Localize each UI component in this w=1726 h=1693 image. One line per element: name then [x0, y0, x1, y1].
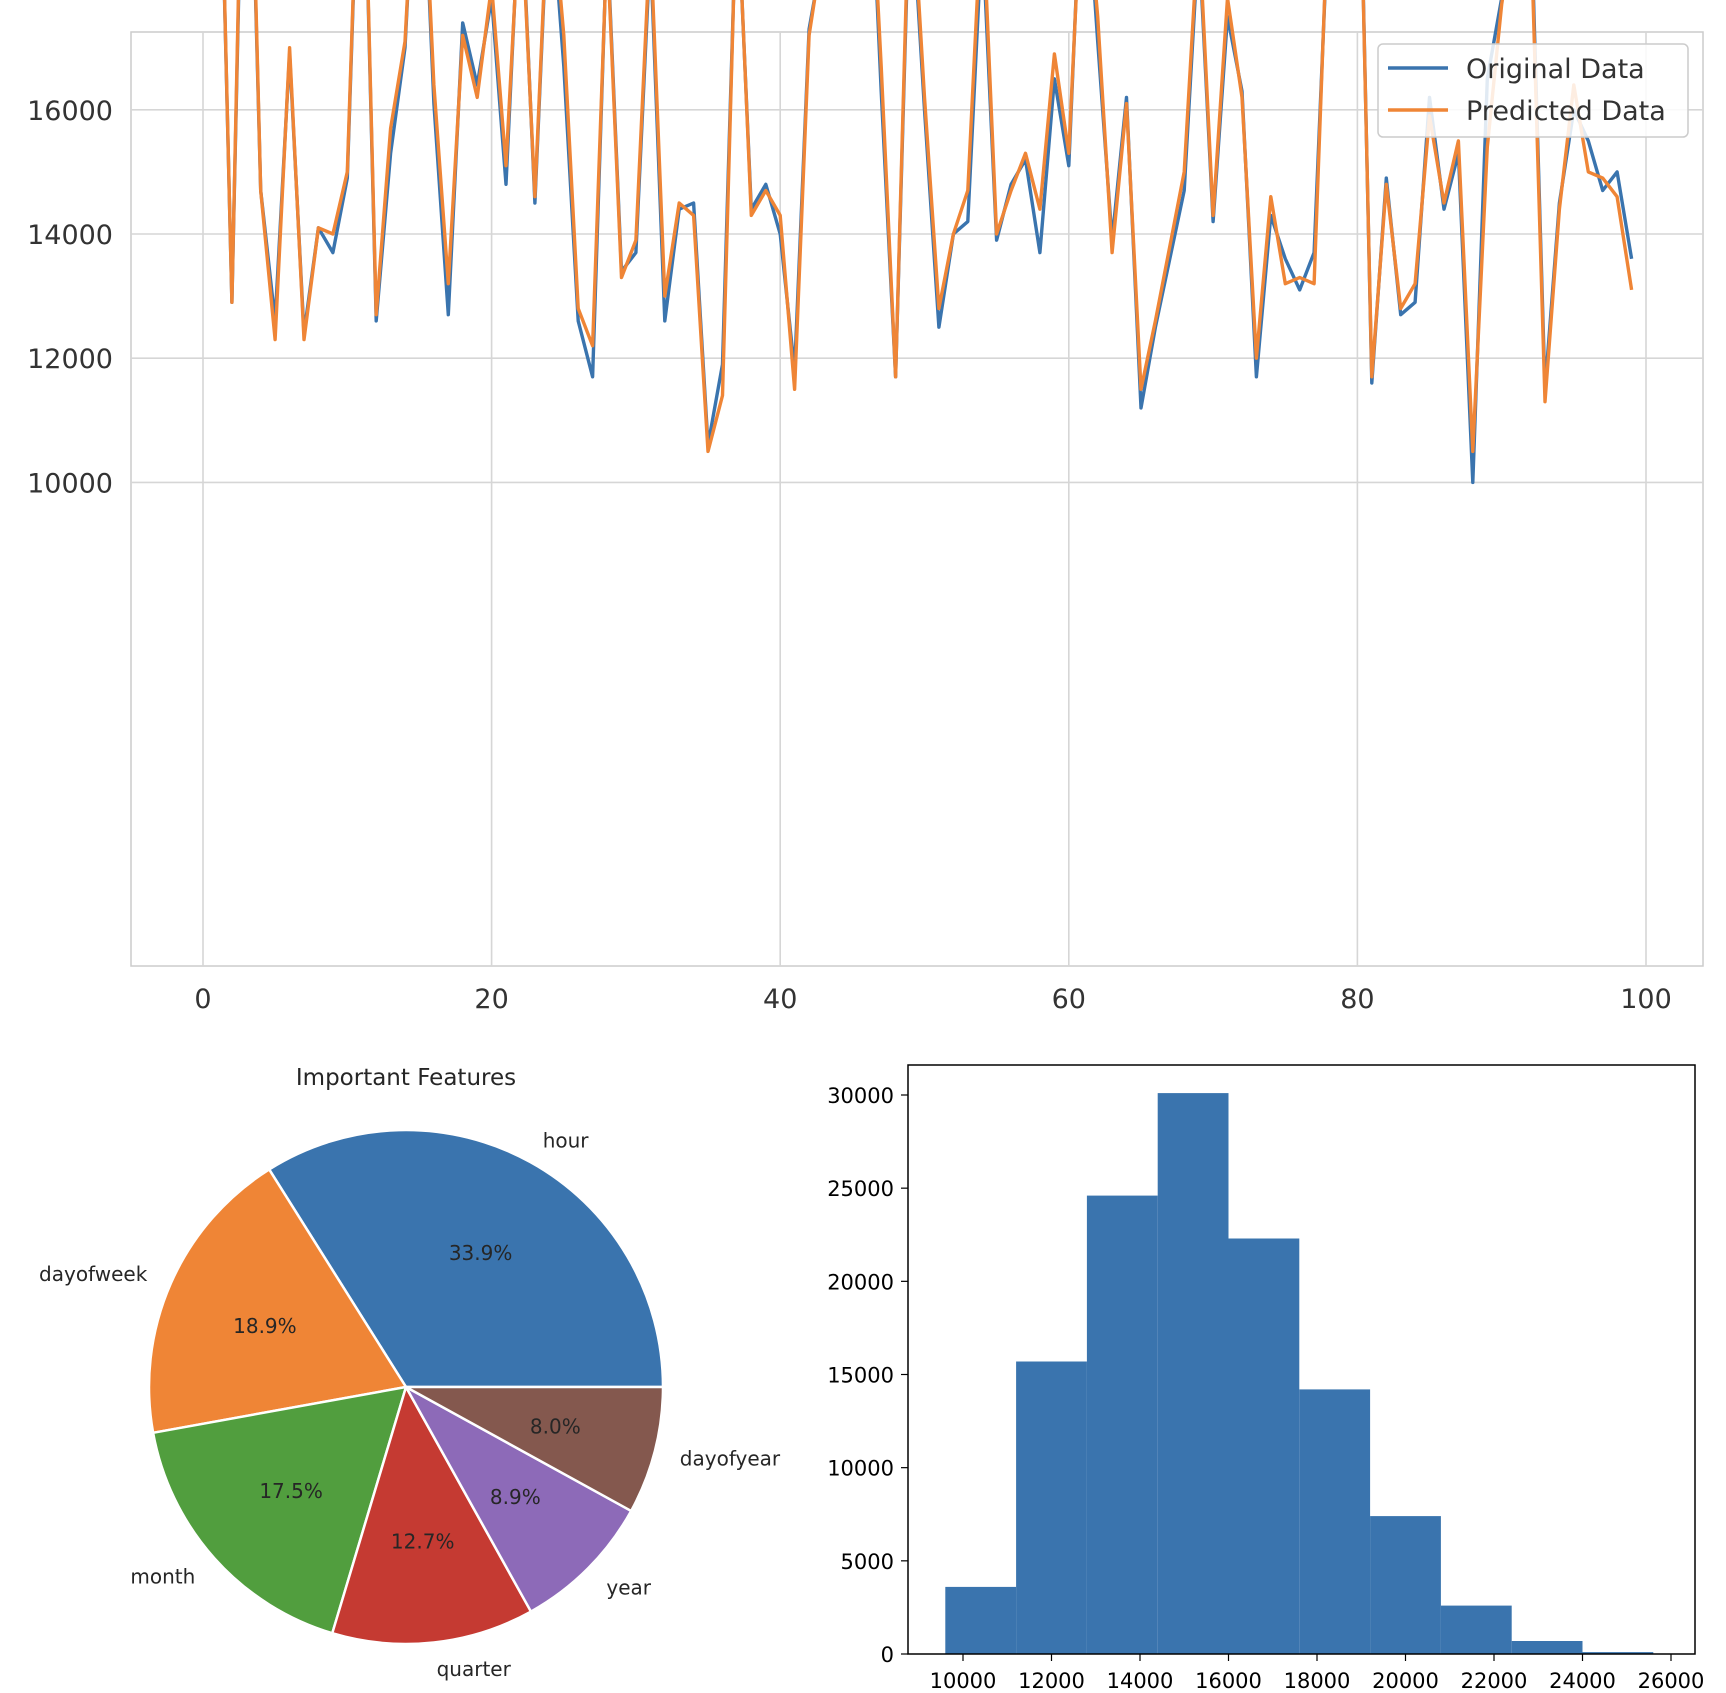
y-tick-label: 20000	[827, 1270, 894, 1294]
pie-title: Important Features	[296, 1065, 516, 1091]
histogram-bar	[945, 1586, 1017, 1654]
histogram-bar	[1157, 1093, 1229, 1654]
histogram-bar	[1440, 1605, 1512, 1654]
histogram-bar	[1299, 1389, 1371, 1654]
histogram-bar	[1086, 1195, 1158, 1654]
histogram-bar	[1511, 1641, 1583, 1654]
y-tick-label: 18000	[27, 0, 113, 3]
legend: Original Data Predicted Data	[1377, 43, 1689, 138]
y-tick-label: 25000	[827, 1177, 894, 1201]
pie-percent-label: 8.9%	[490, 1485, 541, 1509]
pie-slice-month	[151, 1385, 408, 1635]
pie-slice-year	[404, 1385, 633, 1613]
histogram-bar	[1228, 1238, 1300, 1654]
pie-percent-label: 12.7%	[391, 1529, 455, 1553]
y-tick-label: 14000	[27, 220, 113, 251]
y-tick-label: 12000	[27, 344, 113, 375]
histogram-bar	[1582, 1652, 1654, 1654]
y-tick-label: 30000	[827, 1084, 894, 1108]
y-tick-label: 10000	[27, 468, 113, 499]
pie-slice-dayofyear	[404, 1385, 665, 1513]
x-tick-label: 18000	[1284, 1669, 1351, 1693]
pie-percent-label: 33.9%	[449, 1241, 513, 1265]
x-tick-label: 24000	[1549, 1669, 1616, 1693]
y-tick-label: 5000	[841, 1550, 894, 1574]
y-tick-label: 10000	[827, 1457, 894, 1481]
histogram-frame	[907, 1064, 1696, 1655]
line-chart: 0204060801001000012000140001600018000200…	[27, 0, 1704, 1015]
legend-label: Original Data	[1466, 54, 1645, 85]
x-tick-label: 60	[1052, 984, 1086, 1015]
pie-percent-label: 8.0%	[530, 1414, 581, 1438]
legend-frame	[1377, 43, 1689, 138]
legend-label: Predicted Data	[1466, 96, 1666, 127]
pie-category-label: year	[606, 1575, 651, 1599]
y-tick-label: 0	[881, 1643, 894, 1667]
pie-category-label: hour	[543, 1129, 590, 1153]
pie-category-label: dayofweek	[39, 1262, 148, 1286]
pie-category-label: quarter	[437, 1657, 512, 1681]
pie-percent-label: 17.5%	[259, 1479, 323, 1503]
x-tick-label: 100	[1620, 984, 1672, 1015]
line-plot-area	[130, 31, 1704, 967]
x-tick-label: 26000	[1638, 1669, 1705, 1693]
x-tick-label: 16000	[1195, 1669, 1262, 1693]
x-tick-label: 10000	[930, 1669, 997, 1693]
x-tick-label: 40	[763, 984, 797, 1015]
pie-percent-label: 18.9%	[233, 1314, 297, 1338]
pie-chart: Important Features 33.9% hour 18.9% dayofwee…	[39, 1065, 781, 1681]
x-tick-label: 12000	[1018, 1669, 1085, 1693]
pie-slice-dayofweek	[147, 1168, 408, 1435]
histogram-bar	[1370, 1516, 1441, 1654]
pie-slice-hour	[267, 1128, 665, 1389]
x-tick-label: 0	[194, 984, 211, 1015]
pie-category-label: dayofyear	[680, 1446, 781, 1470]
y-tick-label: 15000	[827, 1364, 894, 1388]
x-tick-label: 14000	[1107, 1669, 1174, 1693]
x-tick-label: 22000	[1461, 1669, 1528, 1693]
histogram-bar	[1016, 1361, 1087, 1654]
x-tick-label: 20000	[1372, 1669, 1439, 1693]
histogram-chart: 10000 12000 14000 16000 18000 20000 22000 24000…	[827, 1064, 1705, 1693]
y-tick-label: 16000	[27, 96, 113, 127]
pie-slice-quarter	[331, 1385, 533, 1646]
pie-category-label: month	[130, 1564, 195, 1588]
x-tick-label: 80	[1340, 984, 1374, 1015]
predicted-data-line	[222, 0, 1634, 454]
x-tick-label: 20	[474, 984, 508, 1015]
